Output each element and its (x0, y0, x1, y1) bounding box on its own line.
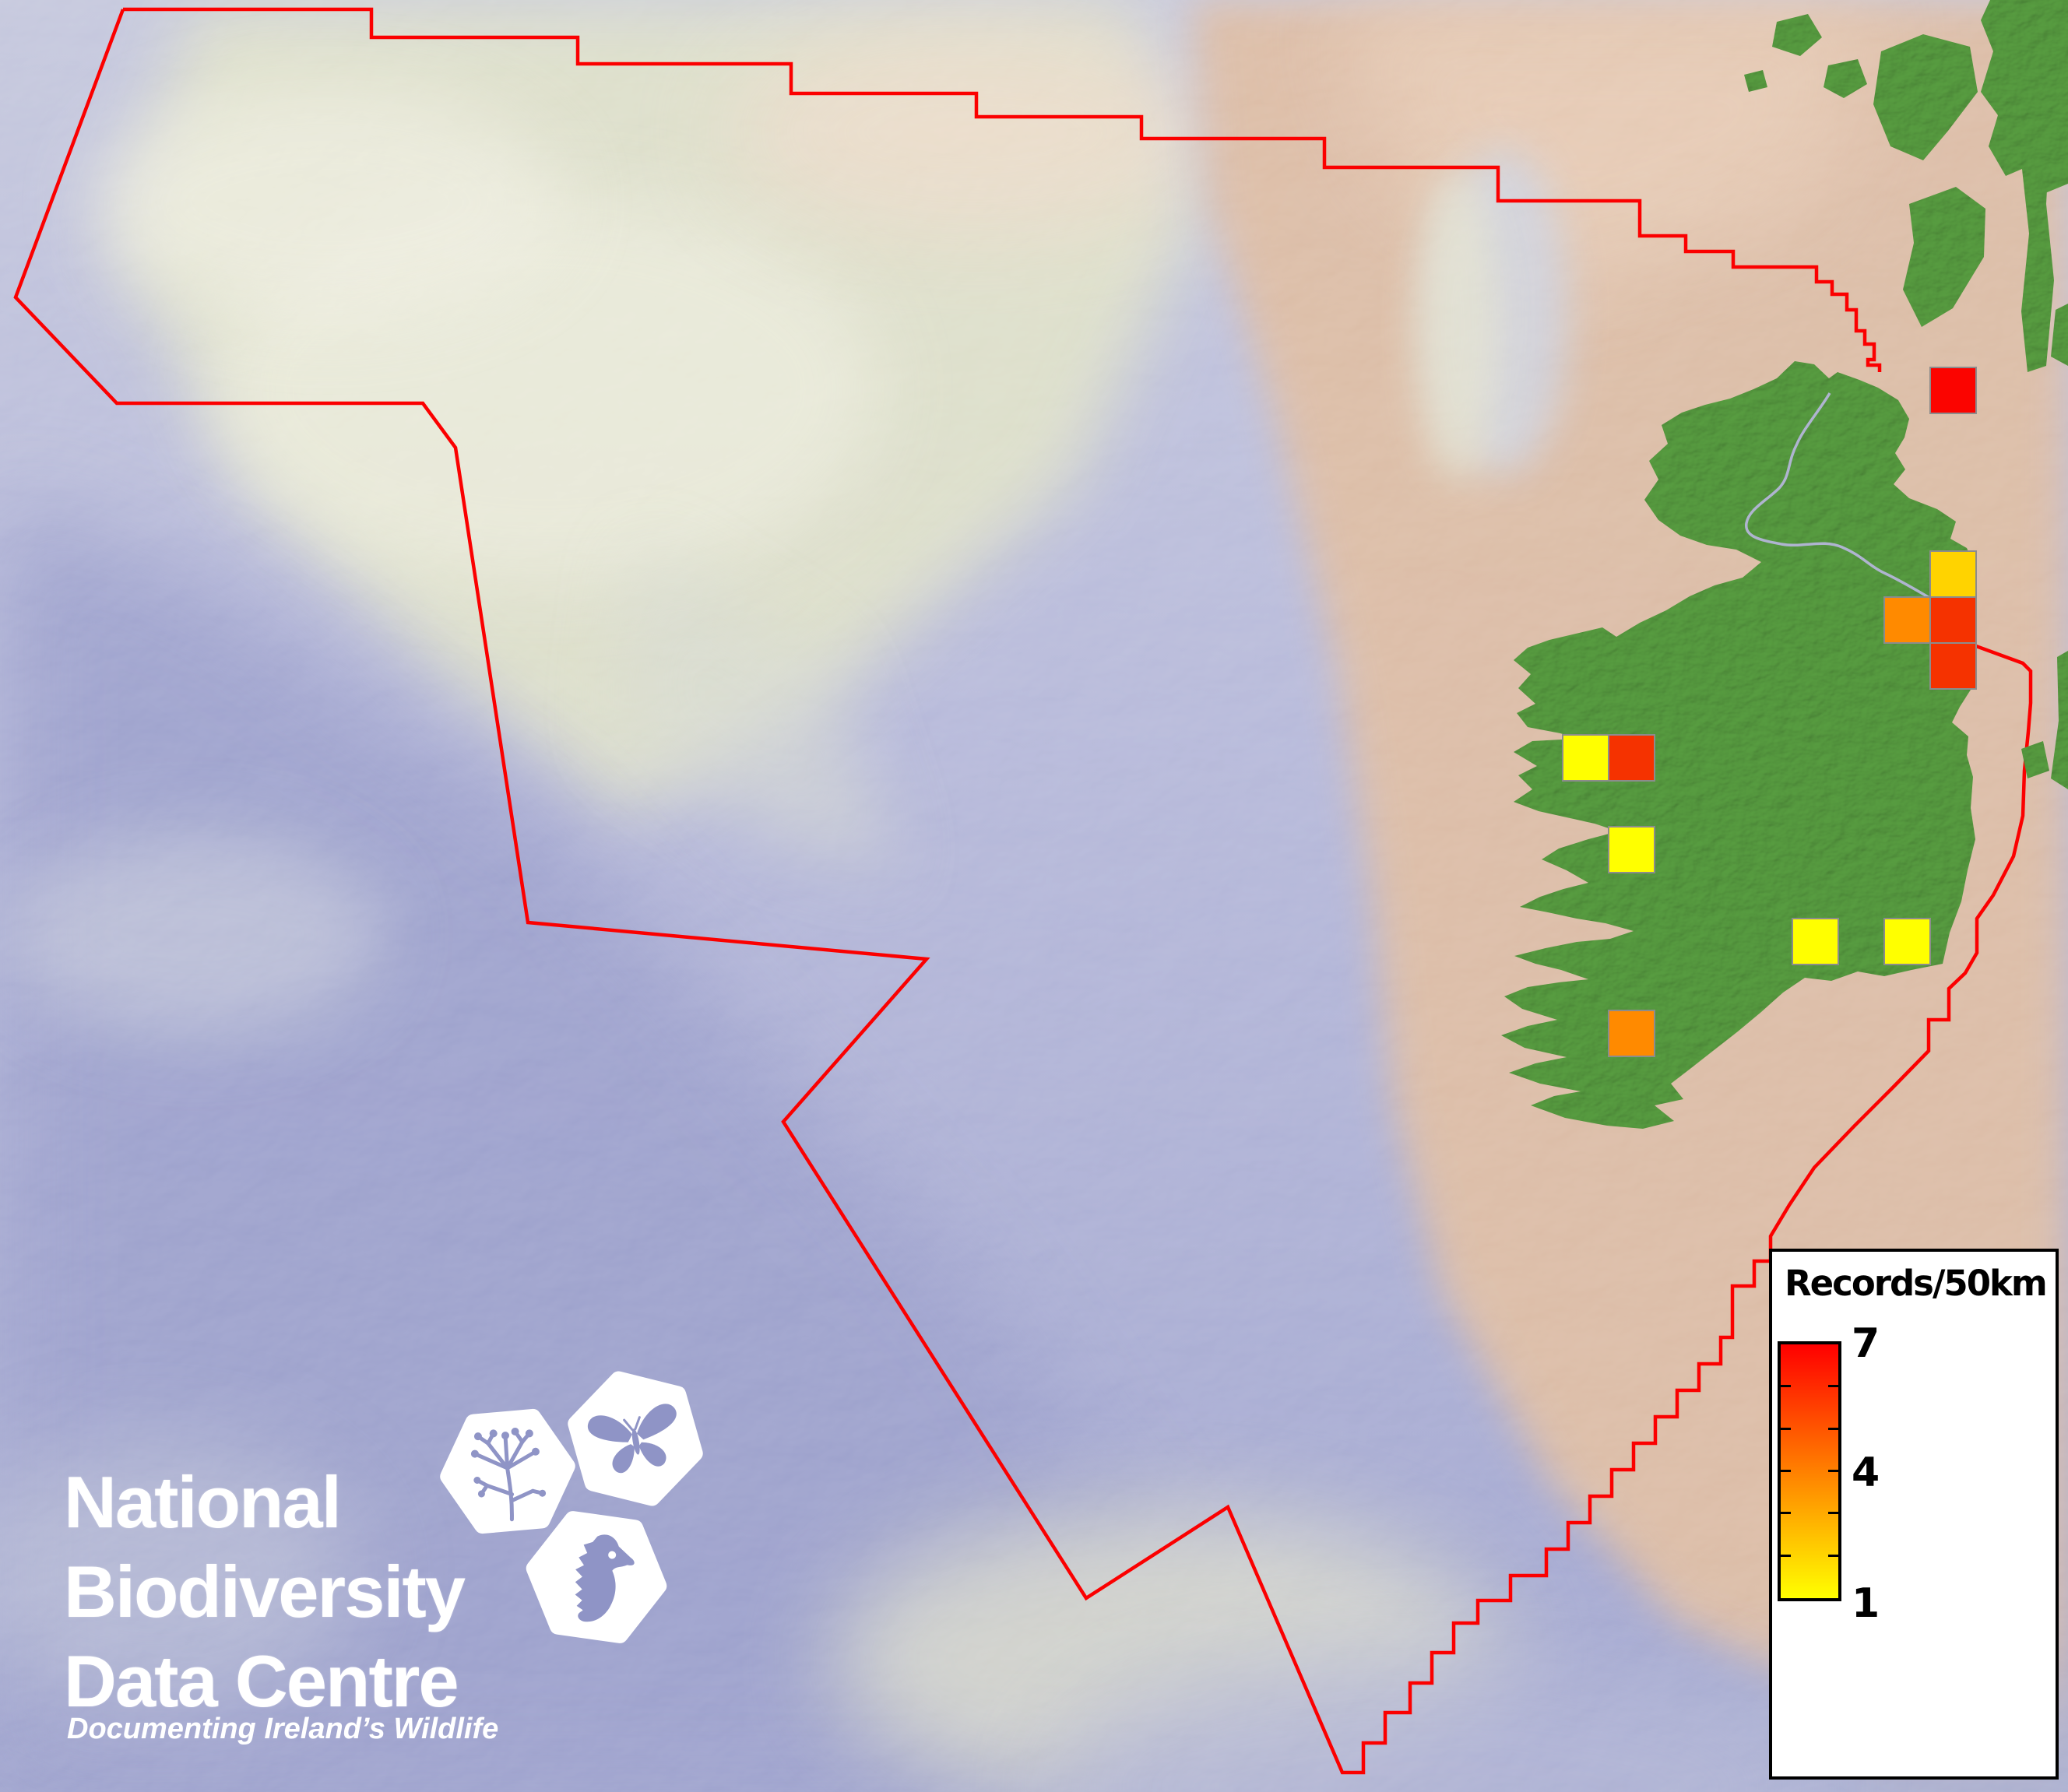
logo-line-1: National (64, 1461, 342, 1543)
legend-min-label: 1 (1852, 1580, 1880, 1627)
record-cell (1929, 596, 1977, 644)
hexagon-seahorse (526, 1511, 667, 1643)
record-cell (1608, 734, 1655, 782)
record-cell (1929, 550, 1977, 598)
record-cell (1608, 826, 1655, 873)
colorbar-tick (1781, 1554, 1791, 1557)
record-cell (1883, 918, 1931, 965)
colorbar-tick (1781, 1470, 1791, 1472)
record-cell (1929, 642, 1977, 690)
logo-line-3: Data Centre (64, 1640, 459, 1722)
colorbar-tick (1828, 1385, 1838, 1388)
record-cell (1792, 918, 1839, 965)
legend-mid-label: 4 (1852, 1449, 1880, 1496)
legend-panel: Records/50km 7 4 1 (1769, 1249, 2059, 1780)
record-cell (1929, 367, 1977, 414)
colorbar-tick (1781, 1427, 1791, 1430)
logo-hexagons (440, 1371, 703, 1643)
colorbar-tick (1828, 1512, 1838, 1515)
colorbar-tick (1828, 1470, 1838, 1472)
colorbar-tick (1828, 1427, 1838, 1430)
seahorse-icon (575, 1534, 635, 1622)
legend-max-label: 7 (1852, 1320, 1880, 1367)
umbel-plant-icon (470, 1427, 547, 1522)
ni-border-line (1745, 392, 1940, 605)
designated-area-boundary-west (13, 9, 2033, 1775)
record-squares (1562, 367, 1977, 1057)
colorbar-tick (1781, 1385, 1791, 1388)
butterfly-icon (587, 1404, 677, 1474)
hexagon-plant (440, 1408, 575, 1534)
nbdc-logo-tagline: Documenting Ireland’s Wildlife (67, 1713, 499, 1745)
logo-line-2: Biodiversity (64, 1551, 466, 1632)
record-cell (1562, 734, 1609, 782)
nbdc-logo-text: National Biodiversity Data Centre (64, 1457, 466, 1726)
legend-colorbar (1778, 1341, 1841, 1601)
colorbar-tick (1828, 1554, 1838, 1557)
record-cell (1608, 1010, 1655, 1057)
record-cell (1883, 596, 1931, 644)
designated-area-boundary-north (123, 7, 1882, 372)
colorbar-tick (1781, 1512, 1791, 1515)
legend-title: Records/50km (1785, 1263, 2048, 1304)
hexagon-butterfly (568, 1371, 703, 1506)
